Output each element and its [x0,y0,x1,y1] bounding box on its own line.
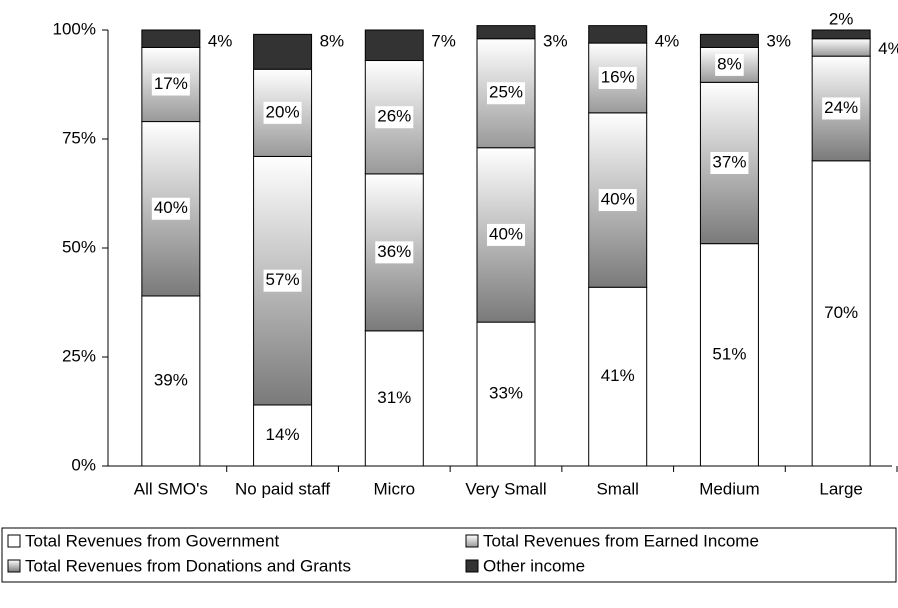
legend-label: Total Revenues from Donations and Grants [25,556,351,575]
x-tick-label: Micro [374,479,416,498]
label-bg [486,223,526,246]
x-tick-label: Very Small [465,479,546,498]
value-label: 14% [266,425,300,444]
legend-box [1,527,897,583]
value-label: 3% [766,31,791,50]
label-bg [598,189,637,212]
bar-segment [253,33,313,70]
label-bg [375,106,414,129]
y-tick-label: 0% [71,455,96,474]
value-label: 39% [154,370,188,389]
y-tick-label: 25% [62,346,96,365]
y-tick-label: 100% [53,19,96,38]
bar-segment [699,243,759,467]
value-label: 40% [601,190,635,209]
value-label: 36% [377,242,411,261]
value-label: 20% [266,102,300,121]
value-label: 31% [377,388,411,407]
bar-segment [811,160,871,467]
value-label: 26% [377,107,411,126]
y-tick-label: 75% [62,128,96,147]
value-label: 41% [601,366,635,385]
value-label: 37% [712,152,746,171]
legend-swatch [465,559,479,573]
value-label: 40% [154,198,188,217]
bar-segment [364,330,424,467]
x-tick-label: No paid staff [235,479,330,498]
label-bg [715,53,744,76]
legend-swatch [465,534,479,548]
bar-segment [364,29,424,62]
value-label: 24% [824,98,858,117]
value-label: 57% [266,270,300,289]
label-bg [263,101,302,124]
label-bg [375,241,414,264]
bar-segment [699,33,759,48]
value-label: 7% [431,31,456,50]
label-bg [598,66,637,89]
bar-segment [141,29,201,48]
label-bg [151,73,190,96]
legend-swatch [7,534,21,548]
y-tick-label: 50% [62,237,96,256]
x-tick-label: Large [819,479,862,498]
bar-segment [476,25,536,40]
bar-segment [811,38,871,57]
value-label: 4% [655,31,680,50]
value-label: 4% [878,39,898,58]
value-label: 25% [489,83,523,102]
value-label: 8% [717,54,742,73]
bar-segment [588,286,648,467]
value-label: 70% [824,303,858,322]
legend-label: Other income [483,556,585,575]
value-label: 51% [712,344,746,363]
value-label: 16% [601,67,635,86]
label-bg [263,269,302,292]
value-label: 33% [489,384,523,403]
bar-segment [811,29,871,40]
label-bg [486,82,526,105]
label-bg [710,151,749,174]
legend-label: Total Revenues from Government [25,531,279,550]
label-bg [822,97,861,120]
value-label: 40% [489,224,523,243]
value-label: 4% [208,31,233,50]
bar-segment [588,25,648,44]
x-tick-label: Small [596,479,639,498]
value-label: 2% [829,9,854,28]
value-label: 3% [543,31,568,50]
x-tick-label: All SMO's [134,479,208,498]
legend-swatch [7,559,21,573]
bar-segment [141,295,201,467]
value-label: 8% [320,31,345,50]
legend-label: Total Revenues from Earned Income [483,531,759,550]
label-bg [151,197,190,220]
x-tick-label: Medium [699,479,759,498]
value-label: 17% [154,74,188,93]
